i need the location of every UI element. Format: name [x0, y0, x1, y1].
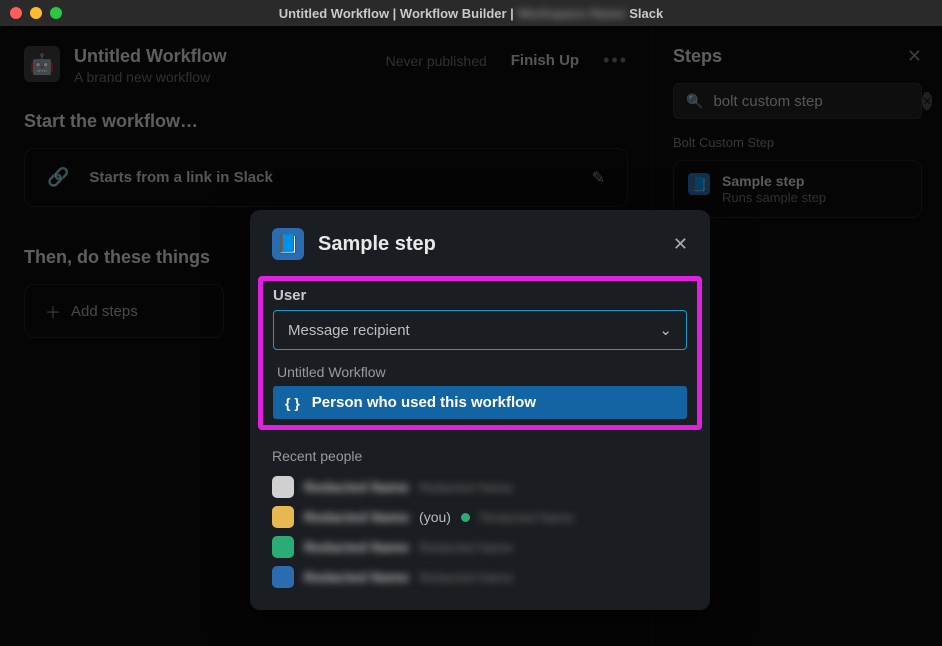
- person-avatar: [272, 506, 294, 528]
- person-name: Redacted Name: [304, 539, 409, 555]
- user-field-label: User: [273, 287, 687, 304]
- person-avatar: [272, 476, 294, 498]
- person-name: Redacted Name: [304, 479, 409, 495]
- person-option[interactable]: Redacted Name Redacted Name: [272, 562, 688, 592]
- person-avatar: [272, 566, 294, 588]
- person-display-name: Redacted Name: [419, 480, 513, 495]
- option-label: Person who used this workflow: [312, 394, 536, 411]
- person-display-name: Redacted Name: [419, 540, 513, 555]
- you-indicator: (you): [419, 509, 451, 525]
- option-person-who-used[interactable]: { } Person who used this workflow: [273, 386, 687, 419]
- person-avatar: [272, 536, 294, 558]
- recent-people-label: Recent people: [272, 448, 688, 464]
- option-group-label: Untitled Workflow: [277, 364, 683, 380]
- person-display-name: Redacted Name: [480, 510, 574, 525]
- person-name: Redacted Name: [304, 509, 409, 525]
- variable-icon: { }: [285, 395, 300, 411]
- close-modal-icon[interactable]: ✕: [673, 234, 688, 255]
- modal-app-icon: 📘: [272, 228, 304, 260]
- person-option[interactable]: Redacted Name Redacted Name: [272, 532, 688, 562]
- annotation-highlight: User Message recipient ⌄ Untitled Workfl…: [258, 276, 702, 430]
- chevron-down-icon: ⌄: [659, 321, 672, 339]
- presence-dot: [461, 513, 470, 522]
- select-placeholder: Message recipient: [288, 322, 410, 339]
- person-option[interactable]: Redacted Name Redacted Name: [272, 472, 688, 502]
- sample-step-modal: 📘 Sample step ✕ User Message recipient ⌄…: [250, 210, 710, 610]
- person-display-name: Redacted Name: [419, 570, 513, 585]
- window-title: Untitled Workflow | Workflow Builder | W…: [0, 6, 942, 21]
- person-option[interactable]: Redacted Name (you) Redacted Name: [272, 502, 688, 532]
- user-select[interactable]: Message recipient ⌄: [273, 310, 687, 350]
- modal-title: Sample step: [318, 233, 436, 256]
- mac-titlebar: Untitled Workflow | Workflow Builder | W…: [0, 0, 942, 26]
- person-name: Redacted Name: [304, 569, 409, 585]
